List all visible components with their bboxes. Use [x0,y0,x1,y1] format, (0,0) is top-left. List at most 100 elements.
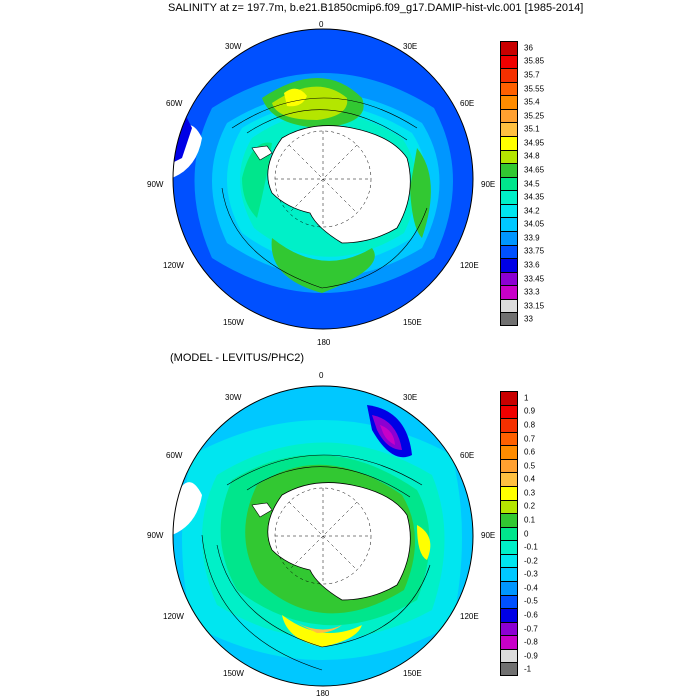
panel1-colorbar-swatch [500,231,518,246]
panel1-colorbar-label: 34.95 [524,138,545,148]
panel2-colorbar-label: -0.2 [524,556,538,566]
panel2-colorbar-label: -0.1 [524,542,538,552]
panel2-colorbar-label: 0.9 [524,406,536,416]
p1-lon-60w: 60W [166,99,183,108]
panel2-colorbar-swatch [500,418,518,433]
p1-lon-120e: 120E [460,261,479,270]
panel1-colorbar-swatch [500,258,518,273]
panel1-colorbar-label: 36 [524,43,533,53]
p2-lon-150e: 150E [403,669,422,678]
panel2-colorbar-label: -0.4 [524,583,538,593]
p1-lon-90w: 90W [147,180,164,189]
panel2-colorbar-swatch [500,499,518,514]
panel2-colorbar-label: 0.5 [524,461,536,471]
panel2-colorbar-label: 0.2 [524,501,536,511]
panel2-colorbar-label: 1 [524,393,529,403]
panel2-title: (MODEL - LEVITUS/PHC2) [170,352,305,364]
p2-lon-180: 180 [316,689,330,698]
panel2-colorbar-swatch [500,648,518,663]
panel2-colorbar-label: -0.8 [524,637,538,647]
panel2-colorbar-swatch [500,526,518,541]
p1-lon-120w: 120W [163,261,184,270]
panel1-colorbar-label: 35.1 [524,124,540,134]
panel2-colorbar-label: 0.3 [524,488,536,498]
panel1-colorbar-label: 34.5 [524,179,540,188]
panel1-colorbar-label: 35.4 [524,97,540,107]
panel2-colorbar: 1 0.9 0.8 0.7 0.6 0.5 0.4 0.3 0.2 0.1 0 -0.1 -0.2 -0.… [500,391,560,677]
panel2-colorbar-swatch [500,635,518,650]
panel2-difference-map [172,385,474,687]
panel2-colorbar-swatch [500,608,518,623]
panel1-colorbar-swatch [500,41,518,56]
panel1-colorbar-label: 34.65 [524,165,545,175]
panel2-colorbar-swatch [500,621,518,636]
panel2-colorbar-swatch [500,404,518,419]
panel1-salinity-map [172,28,474,330]
panel2-colorbar-label: 0.7 [524,434,536,443]
panel1-colorbar-swatch [500,271,518,286]
panel1-colorbar-label: 34.35 [524,192,545,202]
p1-lon-60e: 60E [460,99,475,108]
panel2-colorbar-swatch [500,662,518,677]
p2-lon-0: 0 [319,371,324,380]
panel1-colorbar-label: 33.9 [524,233,540,243]
p2-lon-150w: 150W [223,669,244,678]
panel2-colorbar-swatch [500,431,518,446]
panel1-colorbar-label: 33.6 [524,260,540,270]
panel1-colorbar-swatch [500,149,518,164]
panel1-title: SALINITY at z= 197.7m, b.e21.B1850cmip6.… [168,2,584,14]
panel1-colorbar-swatch [500,95,518,110]
panel2-colorbar-label: 0.4 [524,474,536,484]
panel1-colorbar-swatch [500,285,518,300]
panel1-colorbar-label: 35.85 [524,56,545,66]
p1-lon-150w: 150W [223,318,244,327]
panel2-colorbar-swatch [500,553,518,568]
p1-lon-150e: 150E [403,318,422,327]
panel1-colorbar-swatch [500,81,518,96]
panel1-colorbar-label: 35.25 [524,111,545,121]
panel1-colorbar-swatch [500,108,518,123]
panel2-colorbar-swatch [500,391,518,406]
panel1-colorbar-label: 33.3 [524,287,540,297]
panel1-colorbar-swatch [500,244,518,259]
panel2-colorbar-label: 0 [524,529,529,538]
panel1-colorbar-label: 34.05 [524,219,545,229]
p1-lon-90e: 90E [481,180,496,189]
panel2-colorbar-swatch [500,445,518,460]
panel2-colorbar-label: 0.6 [524,447,536,457]
p2-lon-120e: 120E [460,612,479,621]
panel2-colorbar-label: -0.9 [524,651,538,661]
p2-lon-90w: 90W [147,531,164,540]
panel1-colorbar-label: 33.45 [524,274,545,283]
panel2-colorbar-swatch [500,594,518,609]
panel2-colorbar-label: -0.3 [524,569,538,579]
p2-lon-60e: 60E [460,451,475,460]
panel1-colorbar-swatch [500,312,518,327]
p2-lon-90e: 90E [481,531,496,540]
panel1-colorbar: 36 35.85 35.7 35.55 35.4 35.25 35.1 34.95 34.8 34… [500,41,560,327]
panel2-colorbar-label: -0.7 [524,624,538,633]
panel1-colorbar-label: 34.8 [524,151,540,161]
panel1-colorbar-swatch [500,68,518,83]
panel1-colorbar-swatch [500,163,518,178]
p1-lon-30w: 30W [225,42,242,51]
panel1-colorbar-swatch [500,54,518,69]
p2-lon-120w: 120W [163,612,184,621]
panel2-colorbar-swatch [500,581,518,596]
p2-lon-30w: 30W [225,393,242,402]
panel1-colorbar-label: 35.55 [524,84,545,93]
p1-lon-0: 0 [319,20,324,29]
panel1-colorbar-swatch [500,176,518,191]
panel1-colorbar-swatch [500,136,518,151]
panel1-colorbar-label: 33.15 [524,301,545,311]
panel2-colorbar-swatch [500,513,518,528]
p2-lon-60w: 60W [166,451,183,460]
panel1-colorbar-swatch [500,190,518,205]
panel2-colorbar-label: -0.6 [524,610,538,620]
panel1-colorbar-swatch [500,203,518,218]
panel2-colorbar-label: -1 [524,664,532,674]
panel2-colorbar-label: 0.1 [524,515,536,525]
panel2-colorbar-swatch [500,486,518,501]
p2-lon-30e: 30E [403,393,418,402]
panel1-colorbar-label: 34.2 [524,206,540,216]
